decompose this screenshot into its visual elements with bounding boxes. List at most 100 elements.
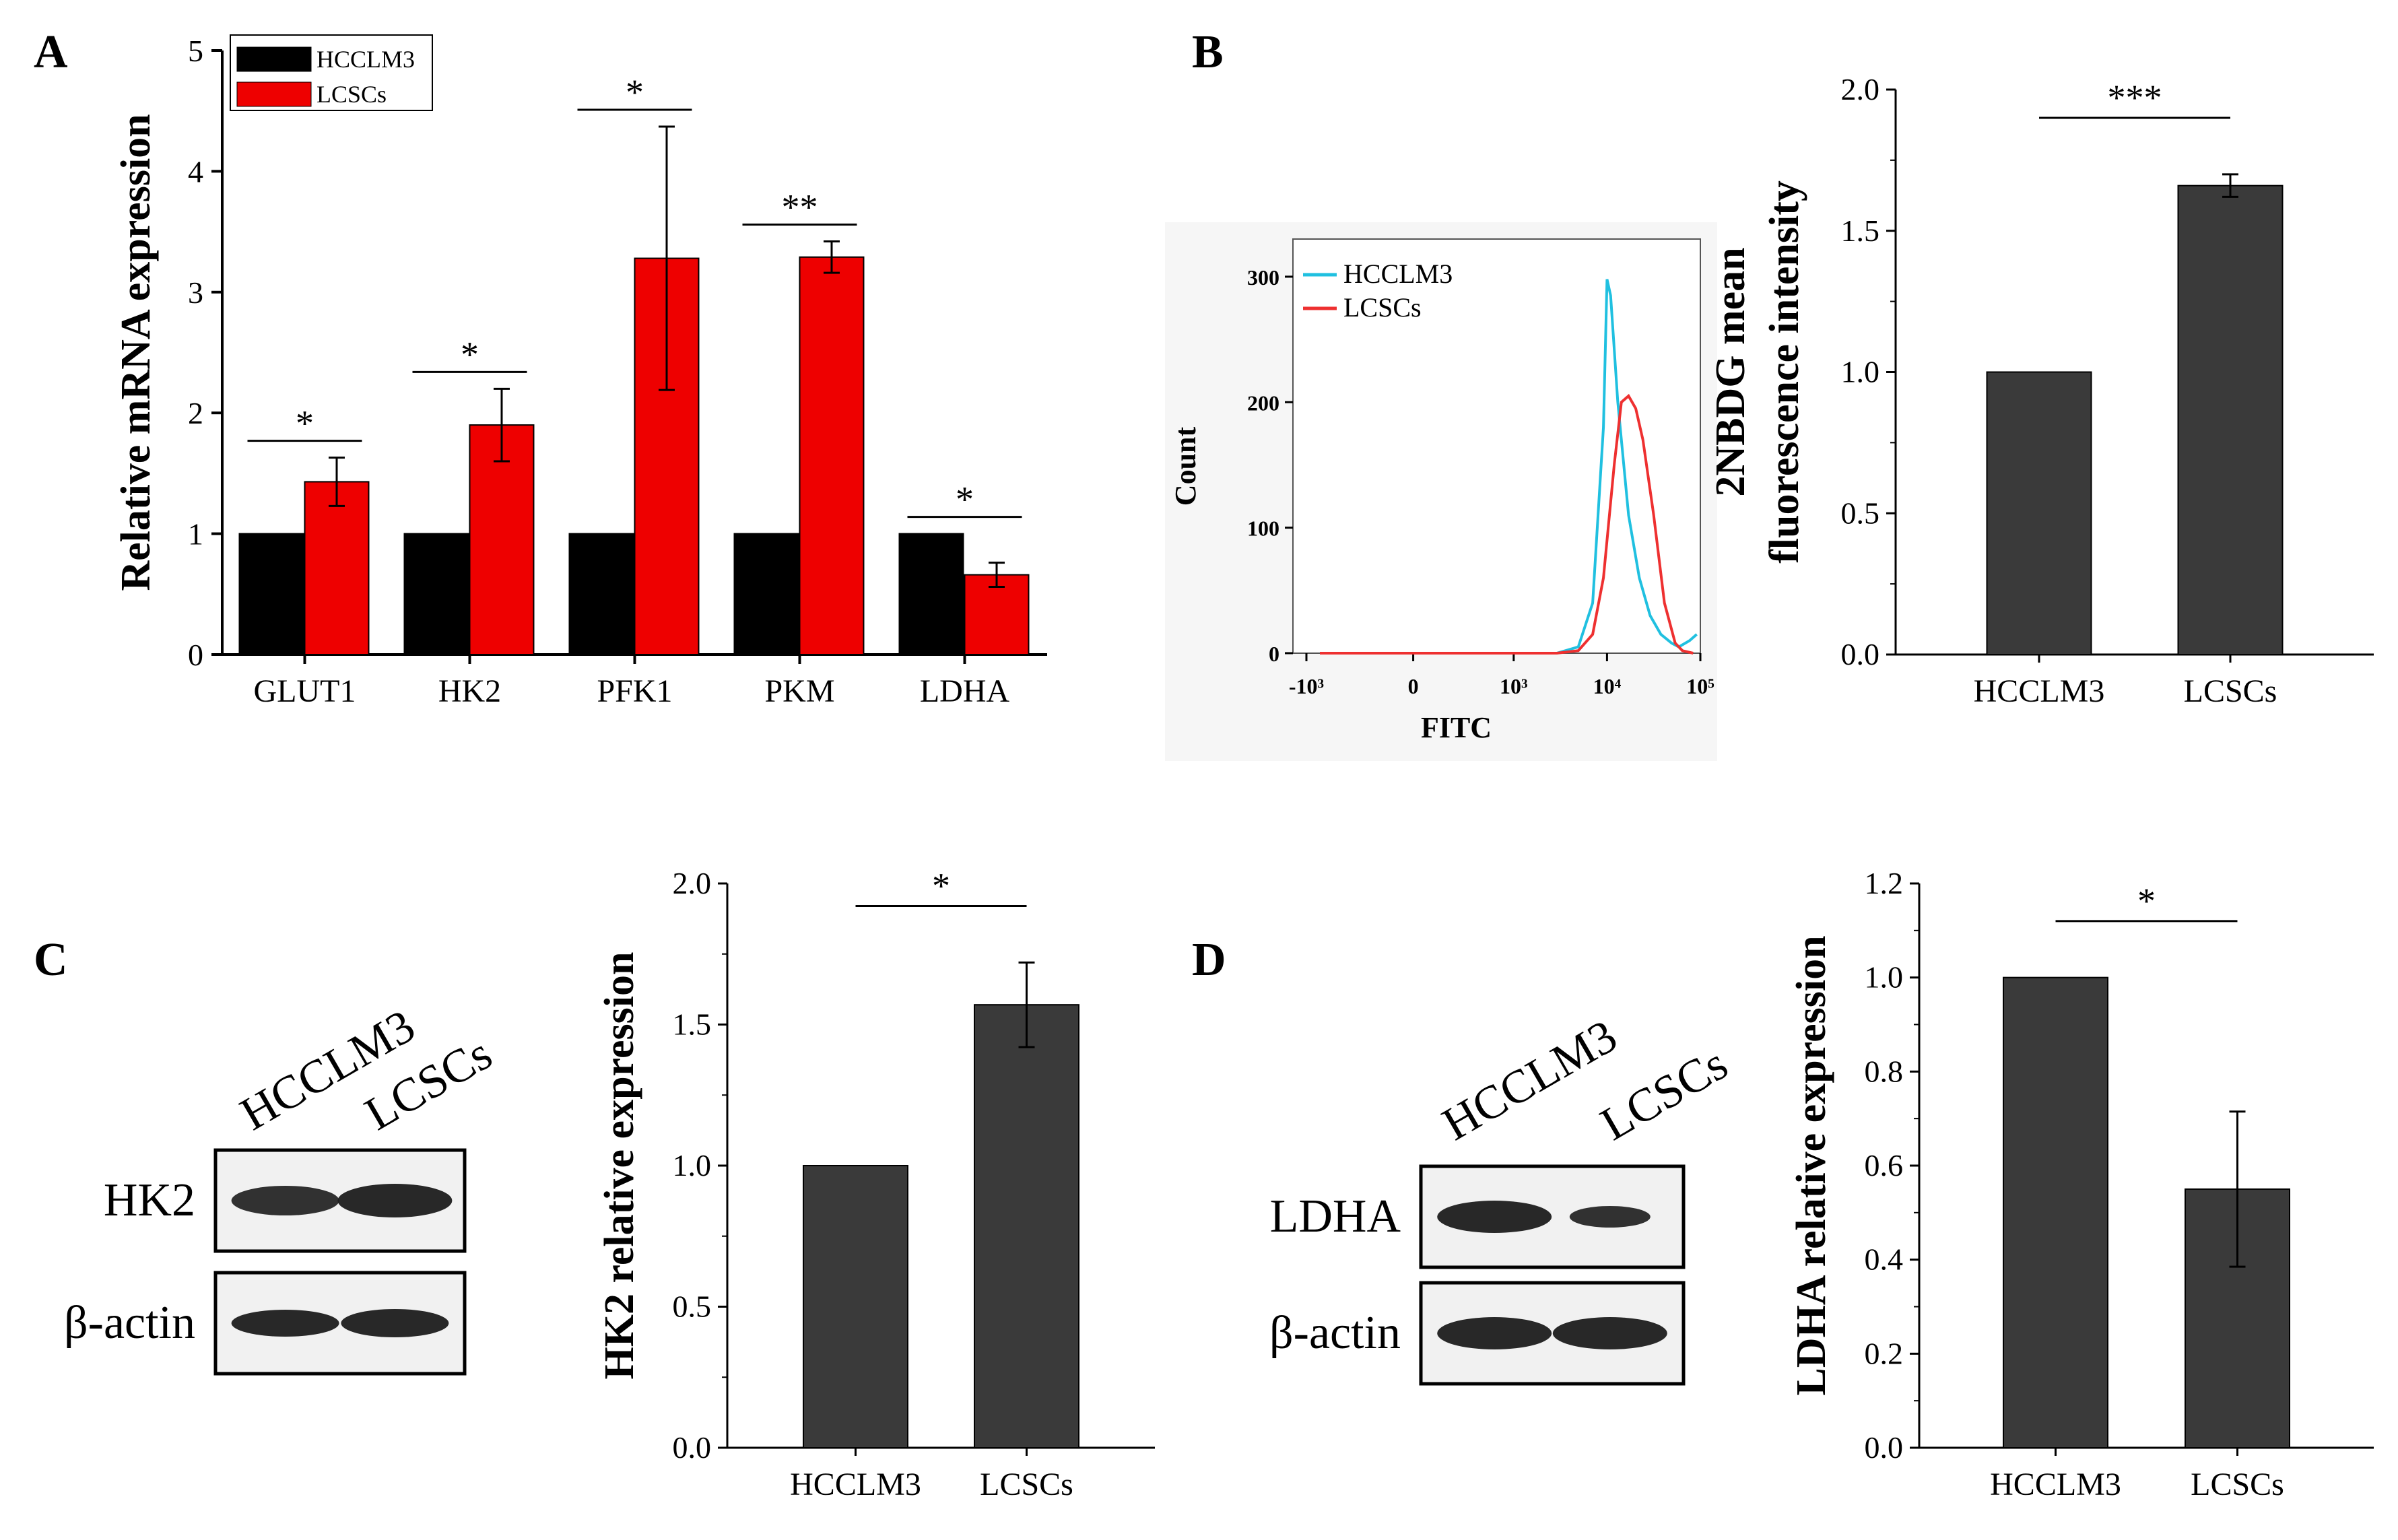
y-tick-label: 2 — [188, 396, 203, 430]
flow-x-tick-label: 0 — [1408, 674, 1419, 698]
bar-hcclm3-pfk1 — [568, 533, 634, 655]
blot-row-label: LDHA — [1270, 1191, 1401, 1242]
y-tick-label: 2.0 — [673, 866, 712, 900]
y-axis-title-line: fluorescence intensity — [1762, 180, 1807, 564]
flow-x-tick-label: 10⁴ — [1593, 674, 1622, 698]
bar-hcclm3-pkm — [733, 533, 799, 655]
legend-swatch — [236, 81, 312, 107]
significance-stars: * — [2137, 881, 2156, 921]
panel-b-2nbdg-bar-chart: 0.0 0.5 1.0 1.5 2.0 HCCLM3 LCSCs *** 2NBDG mean f… — [1708, 72, 2374, 709]
flow-x-tick-label: 10³ — [1500, 674, 1528, 698]
significance-stars: * — [932, 866, 950, 906]
y-tick-label: 3 — [188, 275, 203, 310]
x-category-label: PFK1 — [597, 673, 672, 709]
y-tick-label: 1.0 — [673, 1148, 712, 1182]
bar-hcclm3-ldha — [898, 533, 964, 655]
y-tick-label: 0.4 — [1865, 1242, 1904, 1277]
y-tick-label: 0.5 — [673, 1290, 712, 1324]
flow-curve-lcscs — [1320, 393, 1694, 655]
y-tick-label: 0.2 — [1865, 1336, 1904, 1370]
bar-lcscs-pkm — [799, 256, 865, 655]
x-category-label: LCSCs — [2184, 673, 2277, 709]
y-tick-label: 1.0 — [1865, 960, 1904, 995]
x-category-label: GLUT1 — [254, 673, 356, 709]
flow-y-tick-label: 300 — [1247, 265, 1279, 290]
bar-hcclm3-hk2 — [403, 533, 469, 655]
y-tick-label: 2.0 — [1841, 72, 1880, 106]
panel-d-ldha-bar-chart: 0.0 0.2 0.4 0.6 0.8 1.0 1.2 HCCLM3 LCSCs * LDHA re… — [1789, 866, 2374, 1502]
flow-x-axis-title: FITC — [1421, 711, 1492, 744]
y-axis-title-line: 2NBDG mean — [1708, 247, 1754, 496]
significance-stars: * — [461, 334, 479, 374]
blot-band — [341, 1309, 449, 1337]
blot-row-label: β-actin — [64, 1297, 195, 1349]
y-tick-label: 0.5 — [1841, 496, 1880, 530]
y-tick-label: 4 — [188, 154, 203, 189]
blot-lane-label: HCCLM3 — [1434, 1010, 1626, 1151]
y-tick-label: 0.0 — [1865, 1430, 1904, 1465]
panel-c-hk2-bar-chart: 0.0 0.5 1.0 1.5 2.0 HCCLM3 LCSCs * HK2 relative … — [597, 866, 1155, 1502]
panel-letter-a: A — [34, 26, 68, 78]
significance-stars: * — [956, 479, 974, 520]
x-category-label: HK2 — [438, 673, 501, 709]
bar-lcscs-hk2 — [469, 424, 535, 655]
bar-lcscs-ldha — [964, 574, 1030, 656]
bar-hcclm3 — [2003, 976, 2108, 1448]
panel-b-flow-histogram: 0 100 200 300 -10³ 0 10³ 10⁴ 10⁵ FITC Count HCCLM3L… — [1165, 222, 1717, 761]
bar-lcscs — [2177, 185, 2284, 655]
blot-band — [1437, 1201, 1552, 1233]
flow-y-tick-label: 200 — [1247, 391, 1279, 415]
panel-a-mrna-bar-chart: 0 1 2 3 4 5 Relative mRNA expression * GLUT1 * HK2… — [113, 34, 1047, 709]
bar-lcscs — [974, 1004, 1079, 1449]
y-tick-label: 1.2 — [1865, 866, 1904, 900]
y-tick-label: 1.0 — [1841, 355, 1880, 389]
y-tick-label: 0.0 — [673, 1430, 712, 1465]
flow-x-tick-label: -10³ — [1289, 674, 1324, 698]
blot-band — [1552, 1317, 1667, 1349]
blot-row-label: β-actin — [1269, 1307, 1401, 1359]
y-tick-label: 1.5 — [673, 1007, 712, 1042]
y-axis-title: Relative mRNA expression — [113, 114, 159, 591]
panel-letter-d: D — [1192, 934, 1226, 986]
bar-hcclm3 — [1986, 371, 2092, 655]
bar-hcclm3-glut1 — [238, 533, 304, 655]
y-tick-label: 0.0 — [1841, 637, 1880, 671]
flow-legend-label: LCSCs — [1343, 292, 1422, 323]
significance-stars: *** — [2108, 77, 2162, 118]
x-category-label: PKM — [764, 673, 834, 709]
significance-stars: ** — [782, 187, 818, 227]
y-axis-title: LDHA relative expression — [1789, 935, 1834, 1395]
blot-row-label: HK2 — [104, 1174, 195, 1226]
blot-band — [231, 1310, 339, 1337]
x-category-label: LCSCs — [980, 1467, 1073, 1502]
significance-stars: * — [626, 72, 644, 112]
flow-y-axis-title: Count — [1169, 426, 1202, 506]
legend: HCCLM3 LCSCs — [230, 34, 433, 111]
y-tick-label: 1.5 — [1841, 213, 1880, 248]
x-category-label: HCCLM3 — [1974, 673, 2105, 709]
x-category-label: HCCLM3 — [1990, 1467, 2121, 1502]
y-tick-label: 0 — [188, 638, 203, 672]
legend-label: HCCLM3 — [317, 46, 415, 73]
flow-y-tick-label: 0 — [1269, 642, 1279, 666]
flow-legend-label: HCCLM3 — [1343, 259, 1453, 289]
x-category-label: LDHA — [920, 673, 1010, 709]
flow-y-tick-label: 100 — [1247, 516, 1279, 541]
significance-stars: * — [296, 403, 314, 444]
y-tick-label: 0.8 — [1865, 1054, 1904, 1088]
panel-letter-c: C — [34, 934, 68, 986]
y-tick-label: 5 — [188, 34, 203, 68]
bar-lcscs-glut1 — [304, 481, 370, 655]
y-tick-label: 0.6 — [1865, 1148, 1904, 1182]
panel-letter-b: B — [1192, 26, 1224, 78]
x-category-label: LCSCs — [2191, 1467, 2284, 1502]
legend-swatch — [236, 46, 312, 72]
legend-label: LCSCs — [317, 81, 387, 108]
y-tick-label: 1 — [188, 517, 203, 551]
x-category-label: HCCLM3 — [790, 1467, 921, 1502]
y-axis-title: HK2 relative expression — [597, 952, 642, 1380]
blot-band — [231, 1186, 339, 1215]
